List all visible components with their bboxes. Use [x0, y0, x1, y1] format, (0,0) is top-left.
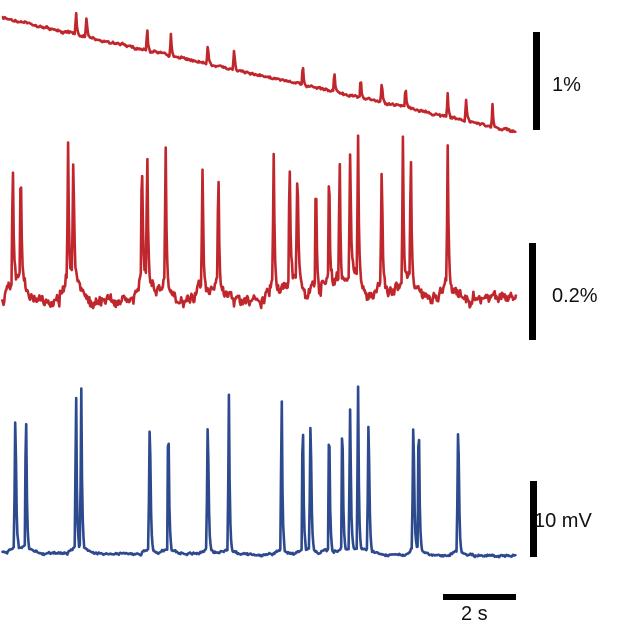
scale-bar-1pct	[533, 32, 540, 130]
scale-bar-0-2pct	[529, 243, 536, 340]
time-scale-bar	[443, 594, 516, 600]
time-scale-label: 2 s	[461, 603, 488, 625]
scale-bar-10mv	[530, 481, 537, 557]
scale-label-10mv: 10 mV	[534, 510, 592, 532]
trace-membrane-voltage	[0, 385, 518, 559]
scale-label-0-2pct: 0.2%	[552, 285, 598, 307]
scale-label-1pct: 1%	[552, 74, 581, 96]
trace-raw-fluorescence	[1, 11, 517, 134]
trace-detrended-fluorescence	[0, 134, 518, 310]
